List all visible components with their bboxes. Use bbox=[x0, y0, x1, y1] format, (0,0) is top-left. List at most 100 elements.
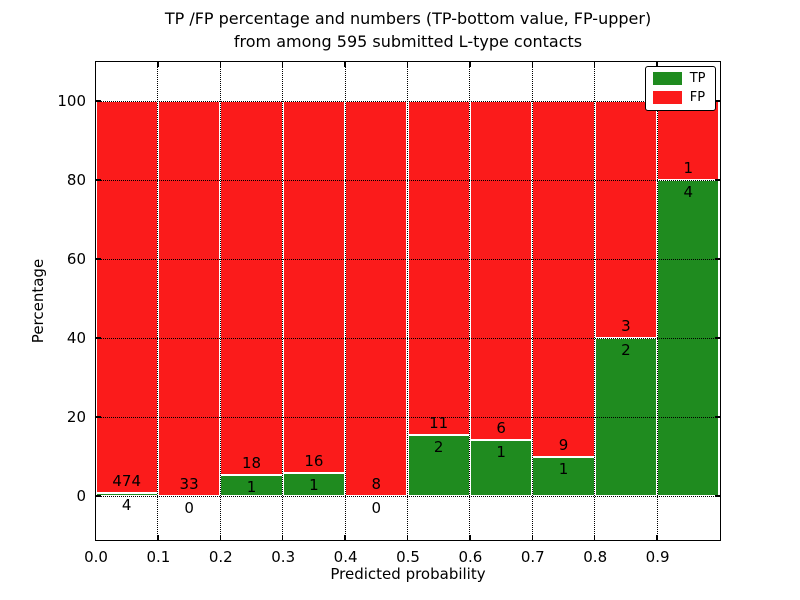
x-tick-mark-top bbox=[531, 61, 534, 67]
gridline-horizontal bbox=[95, 258, 720, 260]
gridline-horizontal bbox=[95, 495, 720, 497]
tp-count-label: 0 bbox=[371, 499, 382, 518]
chart-title-line-2: from among 595 submitted L-type contacts bbox=[233, 32, 583, 51]
x-tick-label: 0.4 bbox=[333, 548, 358, 566]
y-tick-mark bbox=[95, 100, 101, 102]
gridline-vertical bbox=[656, 61, 658, 540]
legend-fp-swatch-icon bbox=[652, 91, 682, 104]
gridline-vertical bbox=[282, 61, 284, 540]
tp-count-label: 1 bbox=[496, 442, 506, 461]
x-tick-mark bbox=[281, 534, 284, 540]
x-tick-mark bbox=[406, 534, 409, 540]
bar-fp-segment bbox=[95, 101, 158, 493]
y-tick-mark bbox=[95, 495, 101, 497]
x-tick-mark-top bbox=[593, 61, 596, 67]
bar-fp-segment bbox=[469, 101, 533, 440]
gridline-vertical bbox=[594, 61, 596, 540]
bar-fp-segment bbox=[157, 101, 221, 497]
y-tick-mark-right bbox=[714, 100, 720, 102]
x-tick-mark bbox=[344, 534, 346, 540]
fp-count-label: 33 bbox=[179, 475, 199, 494]
y-tick-mark bbox=[95, 416, 101, 418]
x-axis-label: Predicted probability bbox=[330, 565, 486, 583]
tp-count-label: 4 bbox=[121, 495, 132, 514]
x-tick-mark bbox=[157, 534, 159, 540]
x-tick-mark-top bbox=[344, 61, 346, 67]
fp-count-label: 16 bbox=[304, 451, 324, 470]
x-tick-mark-top bbox=[157, 61, 159, 67]
bar-tp-segment bbox=[95, 492, 158, 497]
legend-item-tp: TP bbox=[652, 70, 706, 86]
tp-count-label: 4 bbox=[683, 183, 694, 201]
x-tick-mark-top bbox=[219, 61, 222, 67]
x-tick-mark-top bbox=[281, 61, 284, 67]
fp-count-label: 18 bbox=[241, 454, 262, 473]
gridline-vertical bbox=[344, 61, 346, 540]
legend: TP FP bbox=[644, 65, 716, 111]
fp-count-label: 3 bbox=[621, 317, 631, 336]
y-tick-mark-right bbox=[714, 337, 720, 339]
y-tick-label: 40 bbox=[66, 329, 86, 348]
x-tick-label: 0.7 bbox=[520, 548, 545, 566]
fp-count-label: 1 bbox=[683, 159, 694, 177]
y-tick-mark-right bbox=[714, 179, 720, 181]
x-tick-mark bbox=[531, 534, 534, 540]
x-tick-label: 0.9 bbox=[645, 548, 670, 566]
bar-tp-segment bbox=[282, 472, 346, 497]
fp-count-label: 8 bbox=[371, 475, 382, 494]
tp-count-label: 1 bbox=[246, 478, 257, 497]
y-tick-label: 100 bbox=[57, 92, 86, 110]
legend-tp-label: TP bbox=[689, 70, 706, 86]
x-tick-mark-top bbox=[94, 61, 97, 67]
gridline-horizontal bbox=[95, 416, 720, 418]
gridline-vertical bbox=[531, 61, 533, 540]
y-tick-mark bbox=[95, 179, 101, 181]
bar-fp-segment bbox=[407, 101, 470, 436]
fp-count-label: 6 bbox=[496, 418, 506, 437]
tp-count-label: 1 bbox=[558, 459, 569, 478]
y-tick-mark-right bbox=[714, 416, 720, 418]
gridline-vertical bbox=[469, 61, 471, 540]
y-tick-mark-right bbox=[714, 495, 720, 497]
y-tick-label: 20 bbox=[66, 408, 86, 427]
x-tick-label: 0.1 bbox=[146, 548, 171, 566]
tp-count-label: 2 bbox=[621, 341, 631, 360]
fp-count-label: 474 bbox=[112, 471, 142, 490]
x-tick-label: 0.2 bbox=[208, 548, 233, 566]
bar-fp-segment bbox=[282, 101, 346, 473]
x-tick-mark bbox=[94, 534, 97, 540]
tp-count-label: 1 bbox=[309, 475, 319, 494]
legend-tp-swatch-icon bbox=[652, 72, 682, 85]
legend-item-fp: FP bbox=[652, 90, 706, 105]
gridline-horizontal bbox=[95, 337, 720, 339]
plot-area: TP FP 474 4 33 0 18 1 16 1 8 0 11 2 6 1 9 1 3 2 1 4 bbox=[94, 60, 721, 541]
gridline-vertical bbox=[219, 61, 221, 540]
bar-fp-segment bbox=[532, 101, 595, 457]
y-tick-label: 60 bbox=[66, 250, 86, 269]
x-tick-label: 0.0 bbox=[84, 548, 108, 566]
y-tick-mark-right bbox=[714, 258, 720, 260]
bar-fp-segment bbox=[657, 101, 720, 180]
gridline-horizontal bbox=[95, 100, 720, 102]
gridline-horizontal bbox=[95, 179, 720, 181]
x-tick-label: 0.3 bbox=[271, 548, 296, 566]
x-tick-mark bbox=[219, 534, 222, 540]
bar-tp-segment bbox=[469, 439, 533, 497]
bar-fp-segment bbox=[594, 101, 658, 339]
x-tick-label: 0.6 bbox=[458, 548, 483, 566]
x-tick-mark bbox=[656, 534, 658, 540]
gridline-vertical bbox=[407, 61, 408, 540]
x-tick-mark-top bbox=[406, 61, 409, 67]
y-tick-mark bbox=[95, 337, 101, 339]
x-tick-mark-top bbox=[656, 61, 658, 67]
gridline-vertical bbox=[157, 61, 159, 540]
bar-tp-segment bbox=[407, 435, 470, 497]
bar-fp-segment bbox=[345, 101, 408, 497]
y-tick-label: 0 bbox=[76, 487, 86, 506]
y-tick-mark bbox=[95, 258, 101, 260]
bar-fp-segment bbox=[220, 101, 283, 476]
x-tick-mark-top bbox=[469, 61, 471, 67]
y-tick-label: 80 bbox=[66, 171, 86, 189]
x-tick-label: 0.5 bbox=[396, 548, 420, 566]
